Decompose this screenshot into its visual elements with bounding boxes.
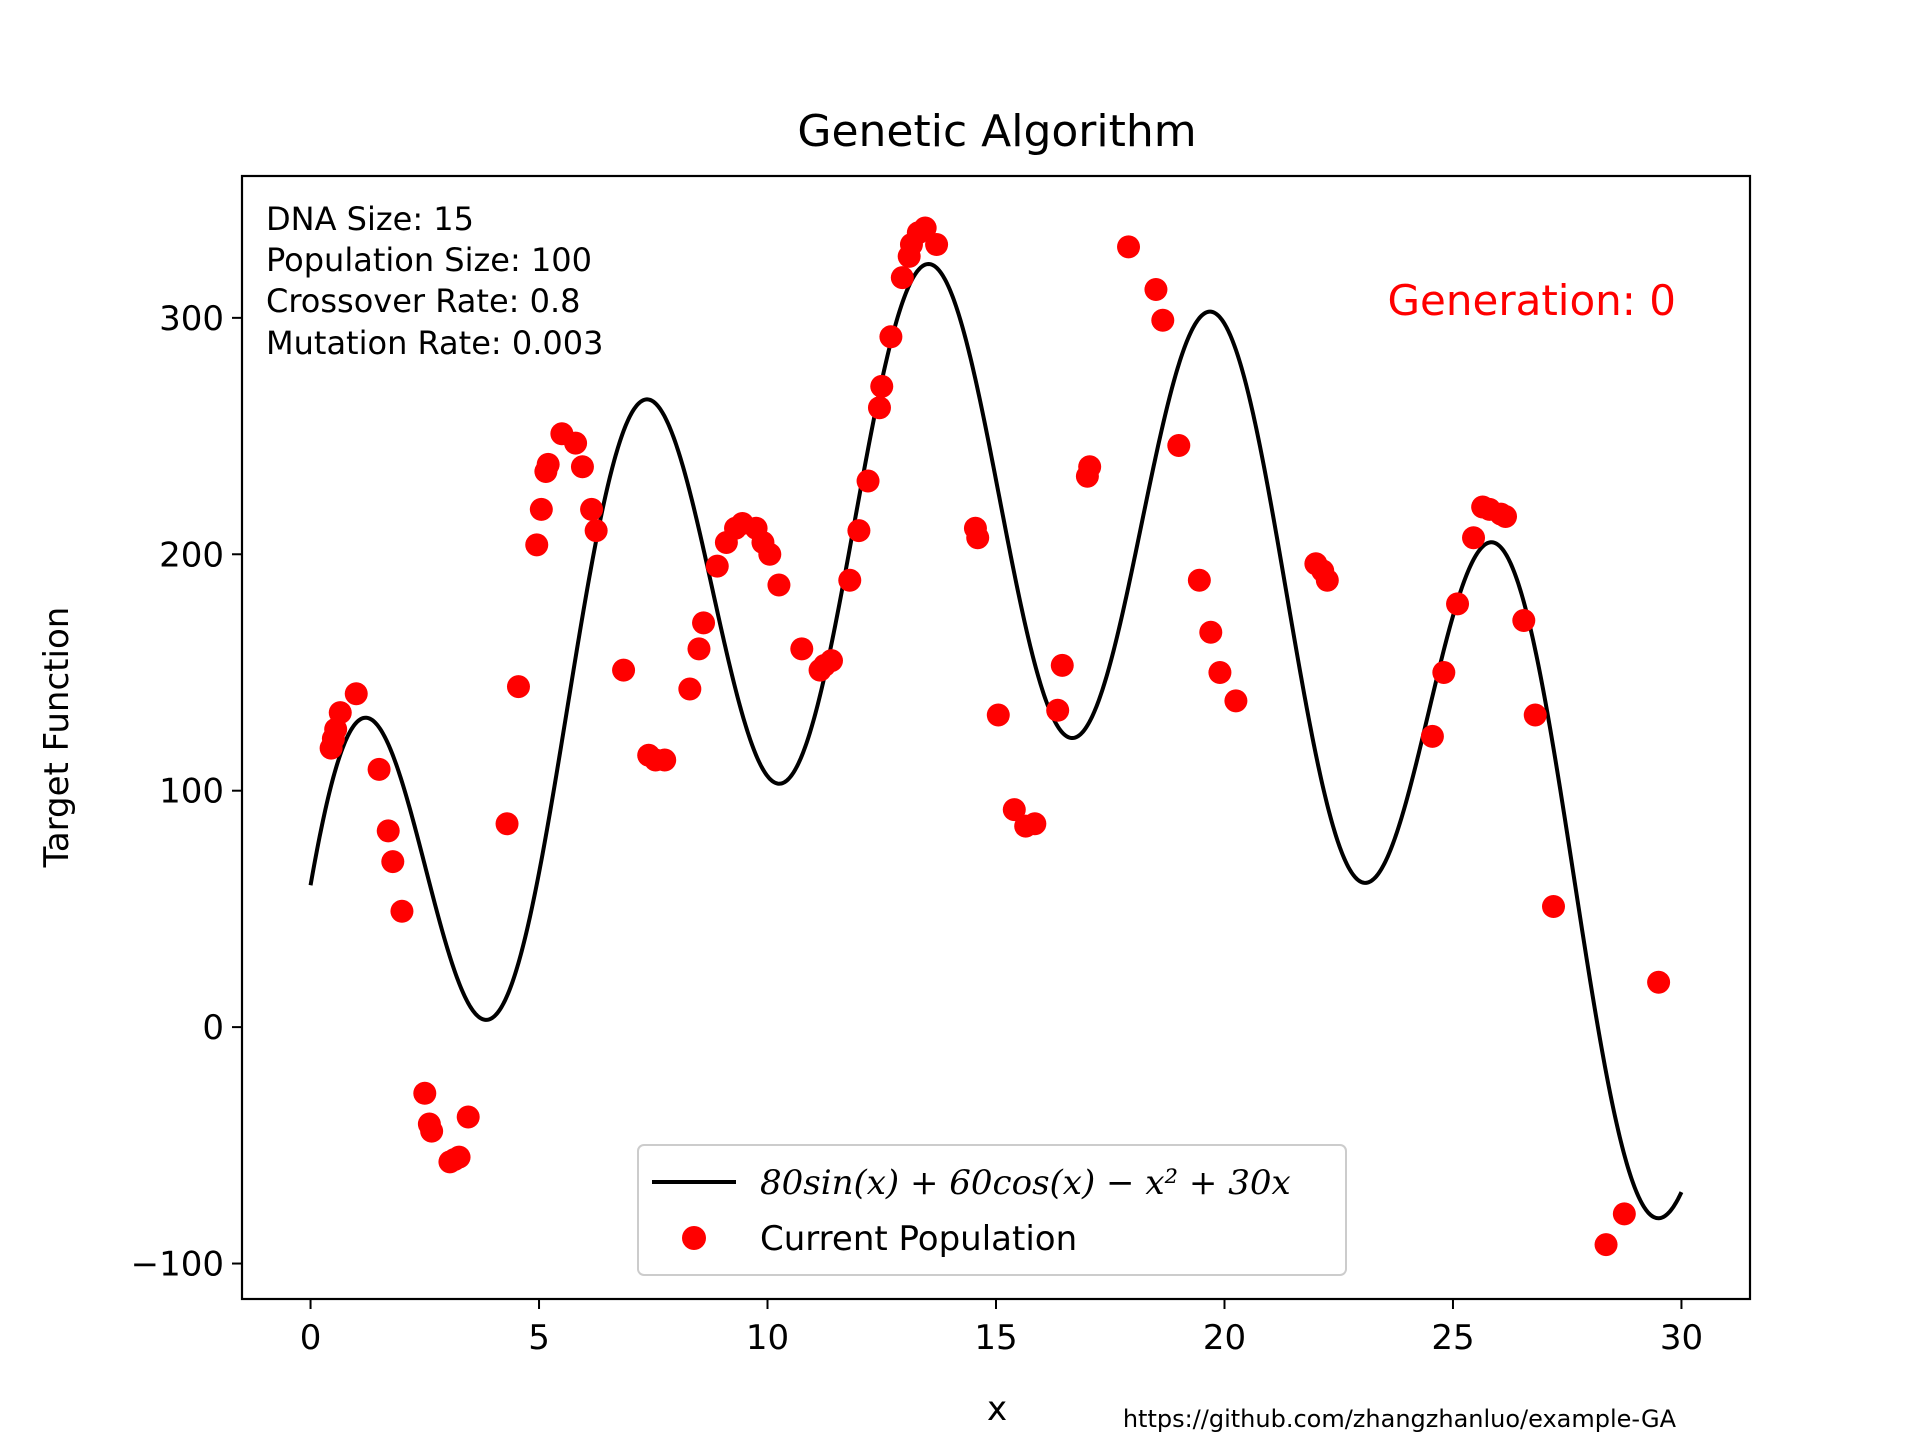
population-point [1594,1233,1618,1257]
population-point [328,701,352,725]
population-point [767,573,791,597]
population-point [612,658,636,682]
population-point [678,677,702,701]
population-point [495,812,519,836]
x-axis-ticks: 0 5 10 15 20 25 30 [300,1299,1703,1358]
population-point [1117,235,1141,259]
population-point [456,1105,480,1129]
population-point [925,233,949,257]
x-tick-label: 5 [528,1318,550,1358]
population-point [1050,653,1074,677]
population-point [413,1081,437,1105]
population-point [1023,812,1047,836]
population-point [529,497,553,521]
population-point [1542,895,1565,919]
population-point [986,703,1010,727]
info-crossover-rate: Crossover Rate: 0.8 [266,282,580,320]
x-tick-label: 10 [746,1318,789,1358]
population-point [381,850,405,874]
population-point [1208,660,1232,684]
x-tick-label: 30 [1660,1318,1703,1358]
population-point [536,452,560,476]
function-curve [308,262,1684,1221]
population-point [447,1145,471,1169]
population-point [1612,1202,1636,1226]
population-point [367,757,391,781]
population-point [1315,568,1339,592]
population-point [390,899,414,923]
population-point [376,819,400,843]
population-point [692,611,716,635]
population-point [1432,660,1456,684]
y-axis-ticks: −100 0 100 200 300 [131,299,242,1285]
population-point [653,748,677,772]
population-point [838,568,862,592]
legend-point-swatch [682,1226,706,1250]
population-point [1144,277,1168,301]
generation-label: Generation: 0 [1387,276,1676,325]
x-tick-label: 0 [300,1318,322,1358]
population-point [870,374,894,398]
population-point [1078,455,1102,479]
y-tick-label: 100 [159,772,224,812]
population-point [819,649,843,673]
population-point [525,533,549,557]
x-axis-label: x [987,1389,1007,1429]
y-tick-label: −100 [131,1245,224,1285]
population-point [584,519,608,543]
y-tick-label: 300 [159,299,224,339]
plot-area [240,174,1752,1301]
population-point [1462,526,1486,550]
info-text-block: DNA Size: 15 Population Size: 100 Crosso… [266,200,603,362]
population-point [1199,620,1223,644]
population-point [705,554,729,578]
population-point [867,396,891,420]
population-point [1002,798,1026,822]
legend-label-population: Current Population [760,1219,1077,1259]
population-point [564,431,588,455]
population-point [1420,724,1444,748]
population-point [1151,308,1175,332]
population-point [1187,568,1211,592]
y-axis-label: Target Function [37,607,77,869]
info-dna-size: DNA Size: 15 [266,200,474,238]
legend: 80sin(x) + 60cos(x) − x² + 30x Current P… [637,1144,1347,1276]
population-point [879,325,903,349]
curve-layer [308,262,1684,1221]
population-point [1647,970,1671,994]
info-population-size: Population Size: 100 [266,241,592,279]
population-point [1224,689,1248,713]
population-point [856,469,880,493]
population-point [890,266,914,290]
legend-box [637,1144,1347,1276]
population-point [570,455,594,479]
population-point [1046,698,1070,722]
x-tick-label: 25 [1431,1318,1474,1358]
population-point [506,675,530,699]
population-point [1512,608,1536,632]
population-point [420,1119,444,1143]
population-point [847,519,871,543]
population-point [344,682,368,706]
population-point [966,526,990,550]
legend-label-function: 80sin(x) + 60cos(x) − x² + 30x [760,1163,1291,1203]
population-point [580,497,604,521]
population-point [758,542,782,566]
y-tick-label: 200 [159,535,224,575]
population-point [687,637,711,661]
population-point [1523,703,1547,727]
chart-title: Genetic Algorithm [797,106,1196,157]
x-tick-label: 20 [1203,1318,1246,1358]
population-point [790,637,814,661]
y-tick-label: 0 [202,1008,224,1048]
info-mutation-rate: Mutation Rate: 0.003 [266,324,603,362]
population-point [1167,434,1191,458]
population-points [319,216,1671,1257]
population-point [913,216,937,240]
x-tick-label: 15 [974,1318,1017,1358]
population-point [1446,592,1470,616]
population-point [1494,504,1518,528]
footer-url: https://github.com/zhangzhanluo/example-… [1123,1405,1677,1433]
